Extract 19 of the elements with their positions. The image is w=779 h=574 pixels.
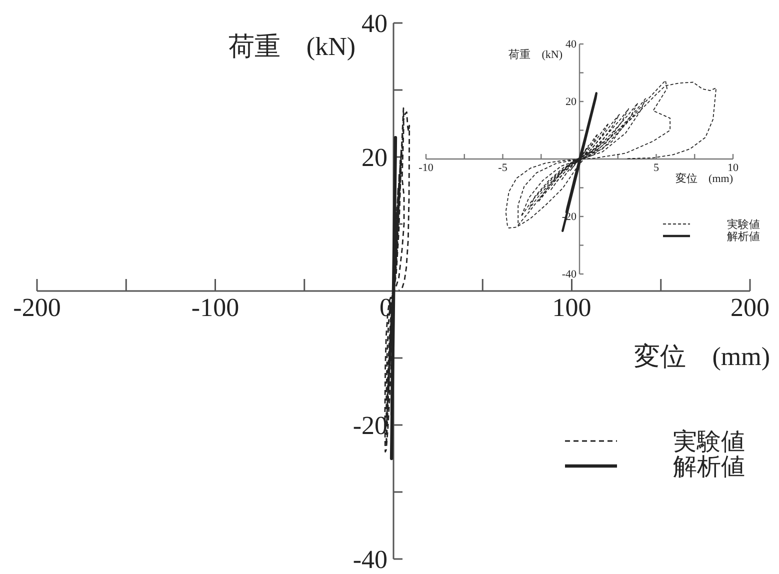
x-axis-title: 変位 (mm) (676, 172, 734, 185)
x-axis-title: 変位 (mm) (634, 342, 770, 371)
y-tick-label: -40 (562, 268, 577, 281)
y-axis-title: 荷重 (kN) (508, 48, 563, 61)
y-tick-label: -40 (352, 544, 388, 574)
x-tick-label: -200 (13, 293, 61, 322)
y-tick-label: 20 (362, 142, 388, 172)
legend: 実験値 解析値 (662, 218, 760, 243)
y-tick-label: 20 (566, 96, 577, 108)
x-tick-label: -5 (498, 162, 508, 174)
y-axis-title: 荷重 (kN) (228, 32, 356, 61)
x-tick-label: -10 (418, 162, 434, 174)
x-tick-label: -100 (191, 293, 240, 322)
x-tick-label: 10 (728, 162, 739, 174)
y-tick-label: 40 (566, 38, 577, 51)
x-tick-label: 5 (654, 162, 660, 174)
y-tick-label: 40 (362, 8, 388, 38)
x-tick-label: 200 (730, 293, 770, 322)
x-tick-label: 100 (552, 293, 592, 322)
